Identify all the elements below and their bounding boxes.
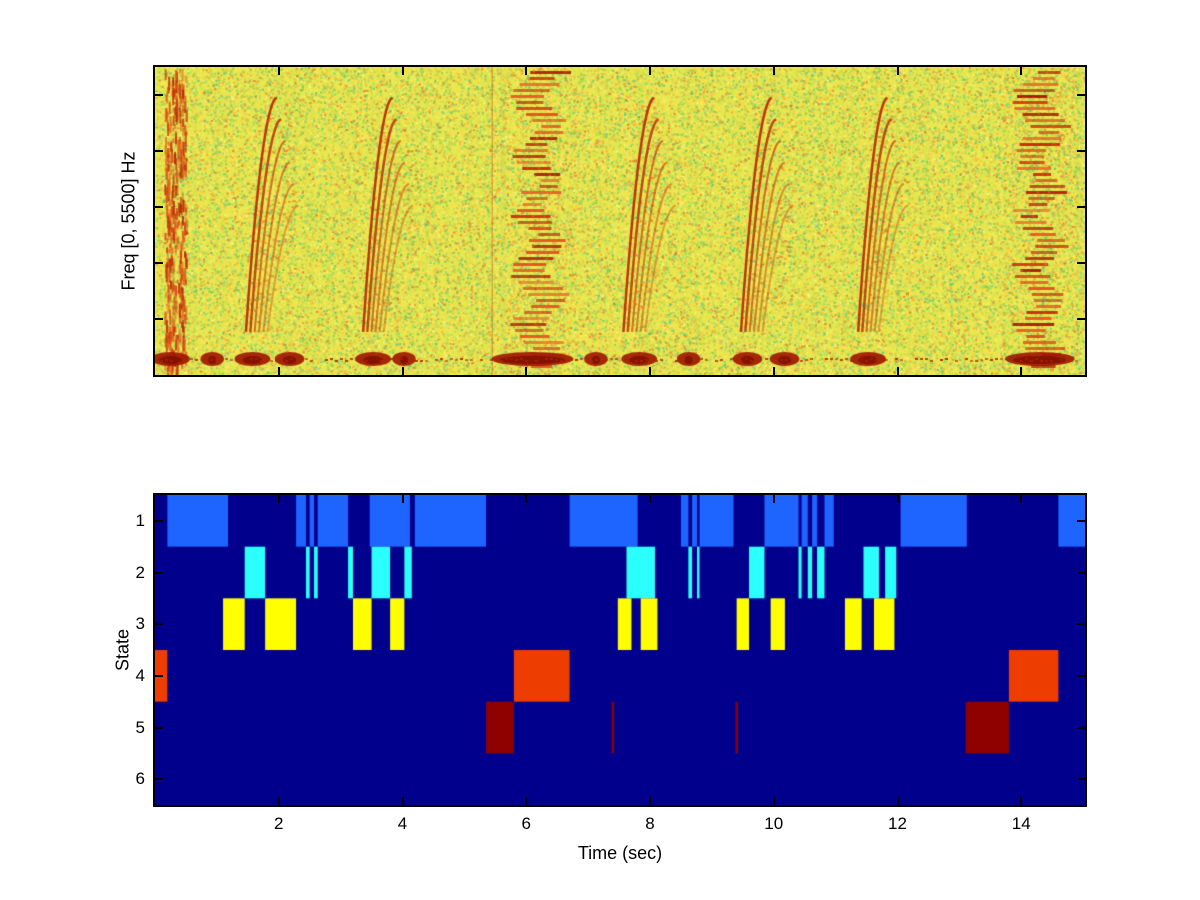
axis-tick xyxy=(1020,495,1023,503)
axis-tick xyxy=(155,726,163,729)
axis-tick xyxy=(772,67,775,75)
y-tick-label: 5 xyxy=(135,717,145,737)
y-tick-label: 3 xyxy=(135,614,145,634)
axis-tick xyxy=(155,623,163,626)
axis-tick xyxy=(1077,206,1085,208)
state-sequence-axes xyxy=(153,493,1087,807)
axis-tick xyxy=(401,367,404,375)
axis-tick xyxy=(525,67,528,75)
axis-tick xyxy=(277,495,280,503)
axis-tick xyxy=(896,67,899,75)
x-tick-label: 8 xyxy=(645,814,655,833)
axis-tick xyxy=(155,778,163,781)
y-tick-label: 2 xyxy=(135,562,145,582)
y-tick-label: 1 xyxy=(135,510,145,530)
axis-tick xyxy=(155,519,163,522)
axis-tick xyxy=(772,367,775,375)
axis-tick xyxy=(1077,674,1085,677)
axis-tick xyxy=(1077,150,1085,152)
axis-tick xyxy=(772,495,775,503)
state-ylabel: State xyxy=(112,628,133,672)
axis-tick xyxy=(1077,262,1085,264)
axis-tick xyxy=(155,94,163,96)
axis-tick xyxy=(1020,797,1023,805)
axis-tick xyxy=(401,797,404,805)
axis-tick xyxy=(155,206,163,208)
axis-tick xyxy=(155,571,163,574)
x-tick-label: 4 xyxy=(397,814,408,833)
axis-tick xyxy=(1077,318,1085,320)
x-tick-label: 6 xyxy=(521,814,531,833)
spectrogram-ylabel: Freq [0, 5500] Hz xyxy=(118,151,139,291)
x-tick-label: 10 xyxy=(764,814,784,833)
axis-tick xyxy=(772,797,775,805)
spectrogram-image xyxy=(155,67,1085,375)
axis-tick xyxy=(1077,519,1085,522)
axis-tick xyxy=(649,367,651,375)
axis-tick xyxy=(277,67,280,75)
axis-tick xyxy=(401,67,404,75)
axis-tick xyxy=(525,495,528,503)
time-xlabel: Time (sec) xyxy=(577,843,663,863)
spectrogram-axes xyxy=(153,65,1087,377)
x-tick-label: 12 xyxy=(888,814,907,833)
axis-tick xyxy=(649,797,651,805)
axis-tick xyxy=(525,367,528,375)
axis-tick xyxy=(896,495,899,503)
y-tick-label: 4 xyxy=(135,665,145,685)
axis-tick xyxy=(155,318,163,320)
axis-tick xyxy=(155,262,163,264)
y-tick-label: 6 xyxy=(135,769,145,789)
axis-tick xyxy=(649,495,651,503)
axis-tick xyxy=(401,495,404,503)
axis-tick xyxy=(896,797,899,805)
state-sequence-image xyxy=(155,495,1085,805)
axis-tick xyxy=(1077,571,1085,574)
axis-tick xyxy=(1077,623,1085,626)
axis-tick xyxy=(1077,726,1085,729)
axis-tick xyxy=(525,797,528,805)
x-tick-label: 2 xyxy=(274,814,284,833)
axis-tick xyxy=(155,674,163,677)
axis-tick xyxy=(155,150,163,152)
axis-tick xyxy=(277,367,280,375)
axis-tick xyxy=(1020,367,1023,375)
axis-tick xyxy=(277,797,280,805)
axis-tick xyxy=(1020,67,1023,75)
axis-tick xyxy=(649,67,651,75)
axis-tick xyxy=(1077,778,1085,781)
x-tick-label: 14 xyxy=(1011,814,1031,833)
axis-tick xyxy=(1077,94,1085,96)
axis-tick xyxy=(896,367,899,375)
